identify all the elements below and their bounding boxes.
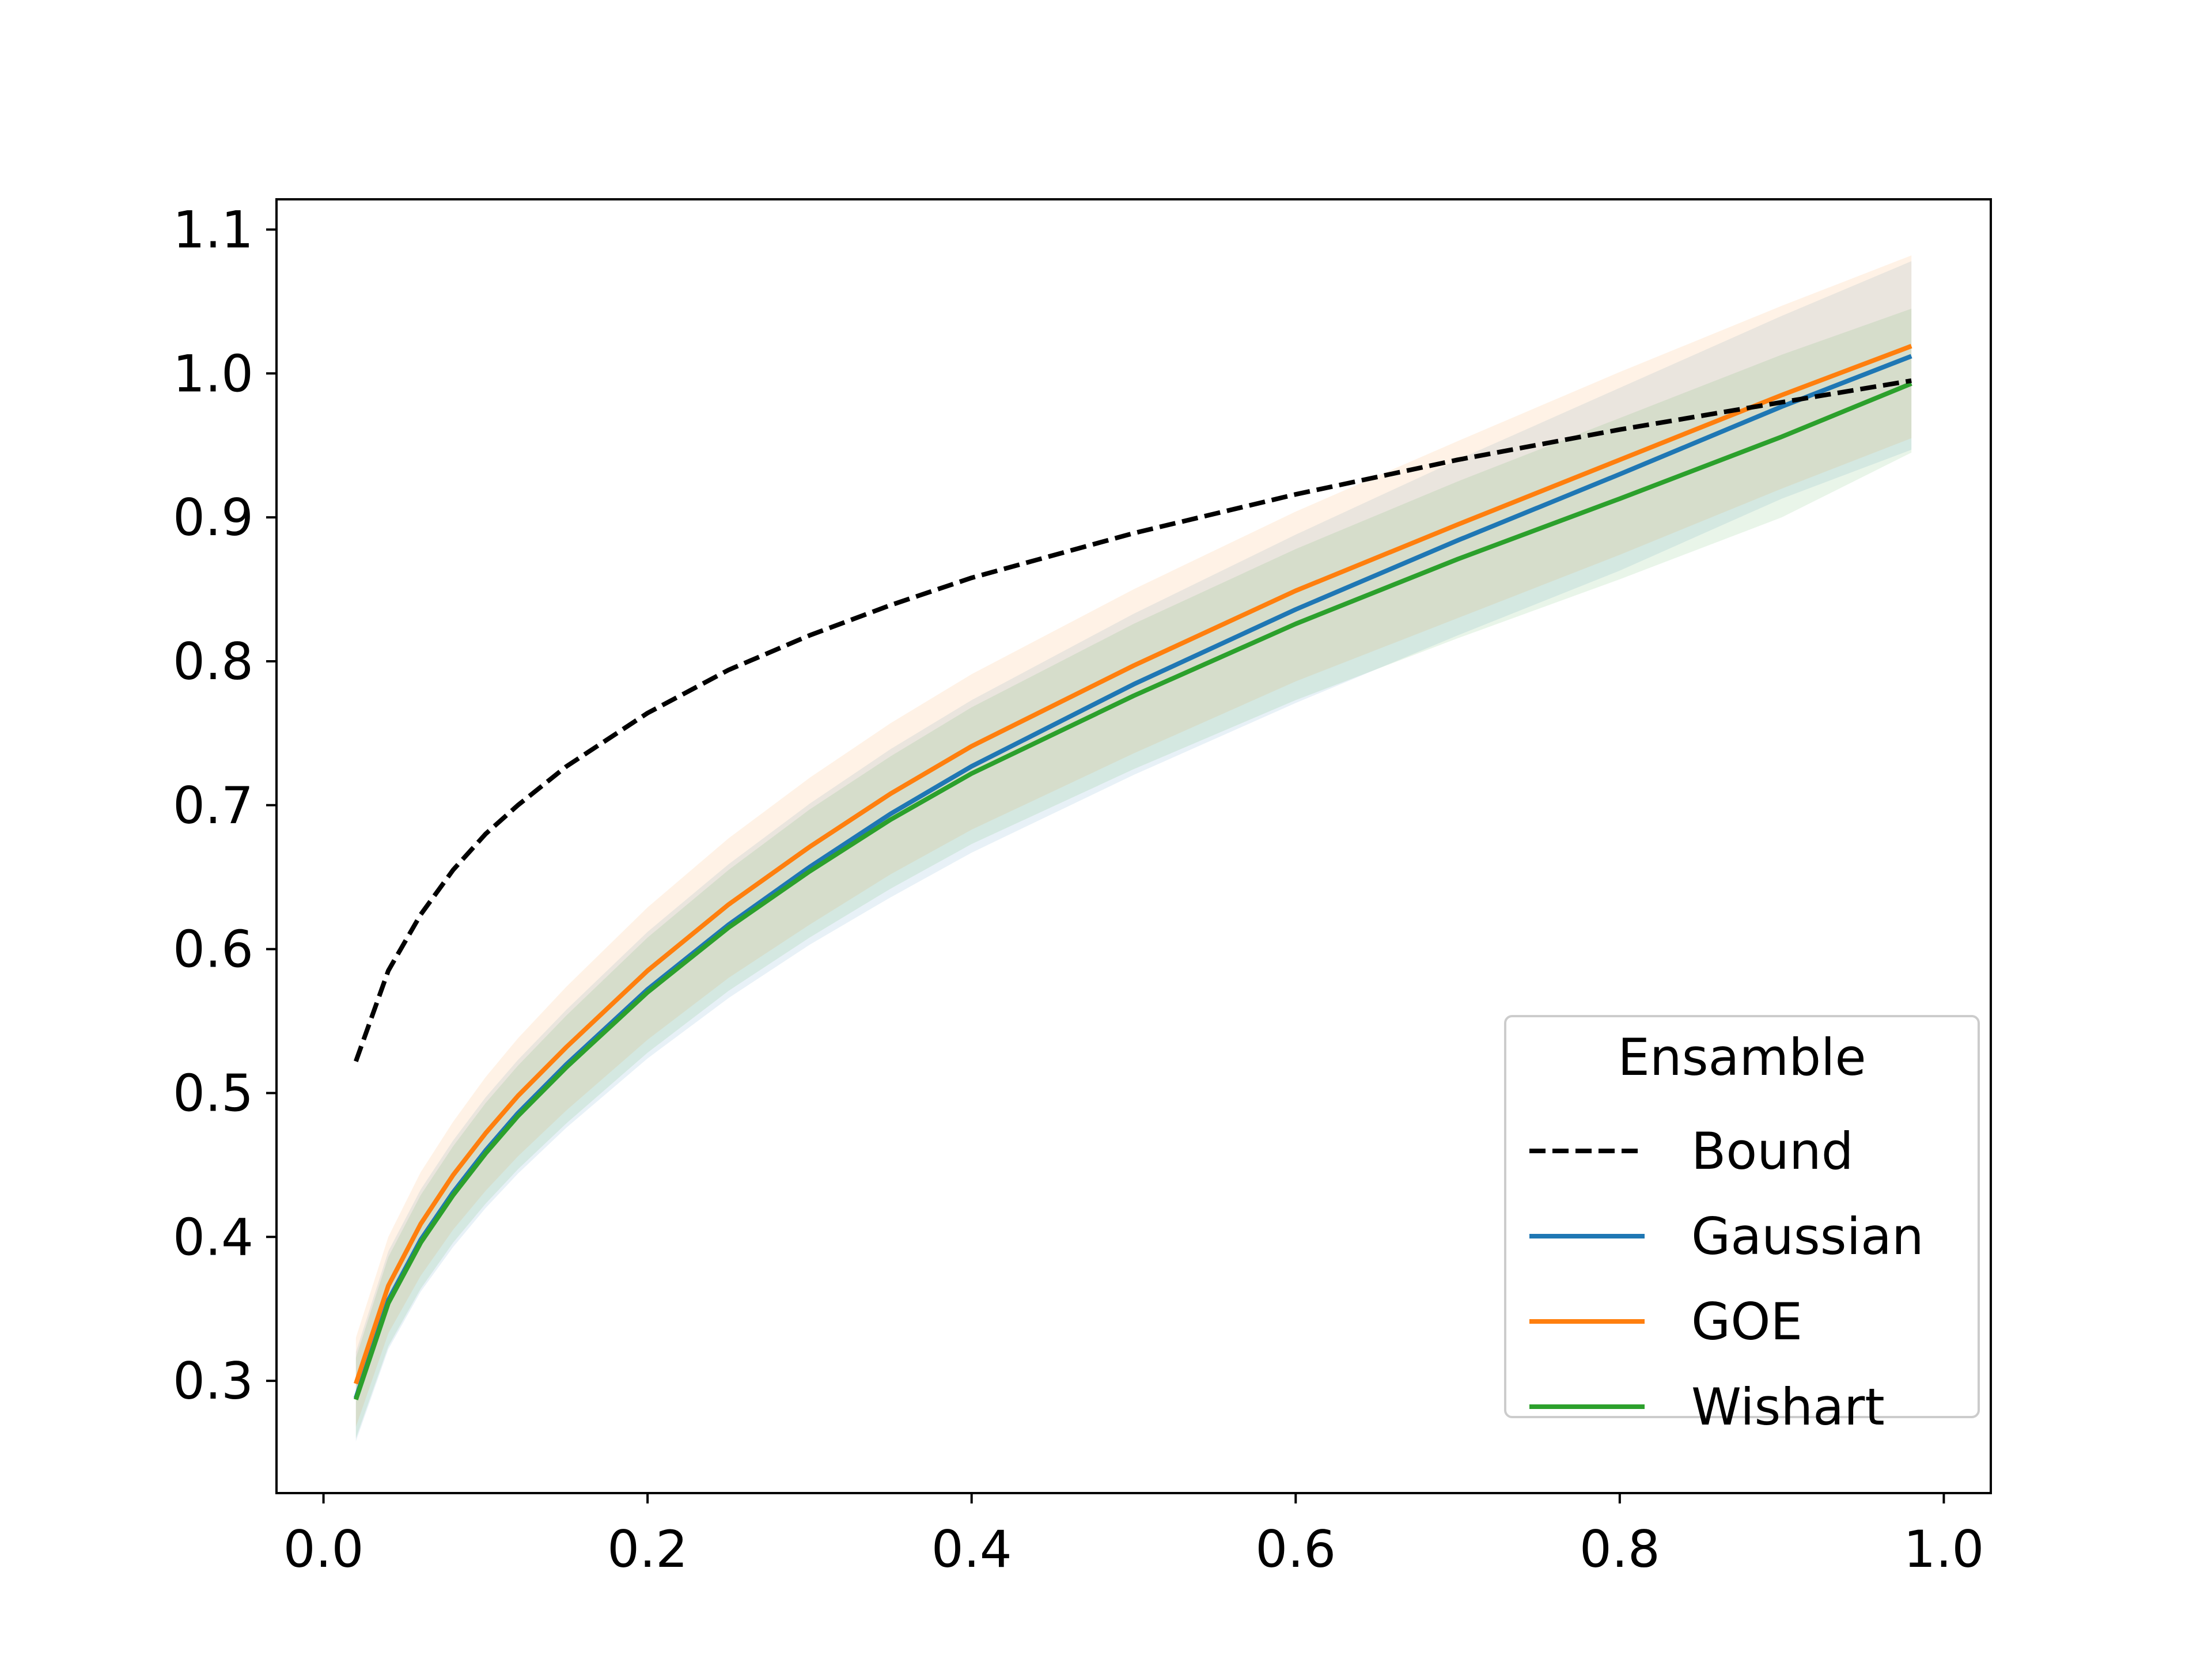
band-gaussian [355,261,1912,1442]
legend-label-goe: GOE [1691,1292,1802,1351]
x-axis: 0.0 0.2 0.4 0.6 0.8 1.0 [283,1493,1984,1579]
y-tick-label: 0.4 [173,1207,253,1267]
confidence-bands [355,255,1912,1442]
y-tick-label: 0.8 [173,632,253,691]
series-line-goe [354,344,1912,1385]
y-tick-label: 0.3 [173,1351,253,1411]
y-tick-label: 1.0 [173,344,253,403]
x-tick-label: 1.0 [1903,1520,1984,1579]
legend-box [1504,1015,1980,1418]
y-tick-label: 0.6 [173,920,253,979]
legend-title: Ensamble [1618,1028,1866,1087]
legend: Ensamble Bound Gaussian GOE Wishart [1504,1015,1980,1437]
y-tick-label: 1.1 [173,200,253,259]
series-line-wishart [354,381,1912,1400]
legend-label-gaussian: Gaussian [1691,1207,1924,1266]
band-wishart [355,308,1912,1439]
legend-label-bound: Bound [1691,1122,1854,1181]
plot-frame [275,198,1992,1494]
y-tick-label: 0.9 [173,488,253,547]
y-axis: 0.3 0.4 0.5 0.6 0.7 0.8 0.9 1.0 1.1 [173,200,276,1411]
legend-label-wishart: Wishart [1691,1377,1885,1437]
y-tick-label: 0.7 [173,776,253,835]
x-tick-label: 0.6 [1255,1520,1336,1579]
x-tick-label: 0.4 [931,1520,1012,1579]
x-tick-label: 0.2 [607,1520,688,1579]
y-tick-label: 0.5 [173,1063,253,1123]
series-line-bound [354,378,1912,1062]
x-tick-label: 0.8 [1580,1520,1660,1579]
band-goe [355,255,1912,1427]
x-tick-label: 0.0 [283,1520,364,1579]
series-lines [354,344,1912,1400]
